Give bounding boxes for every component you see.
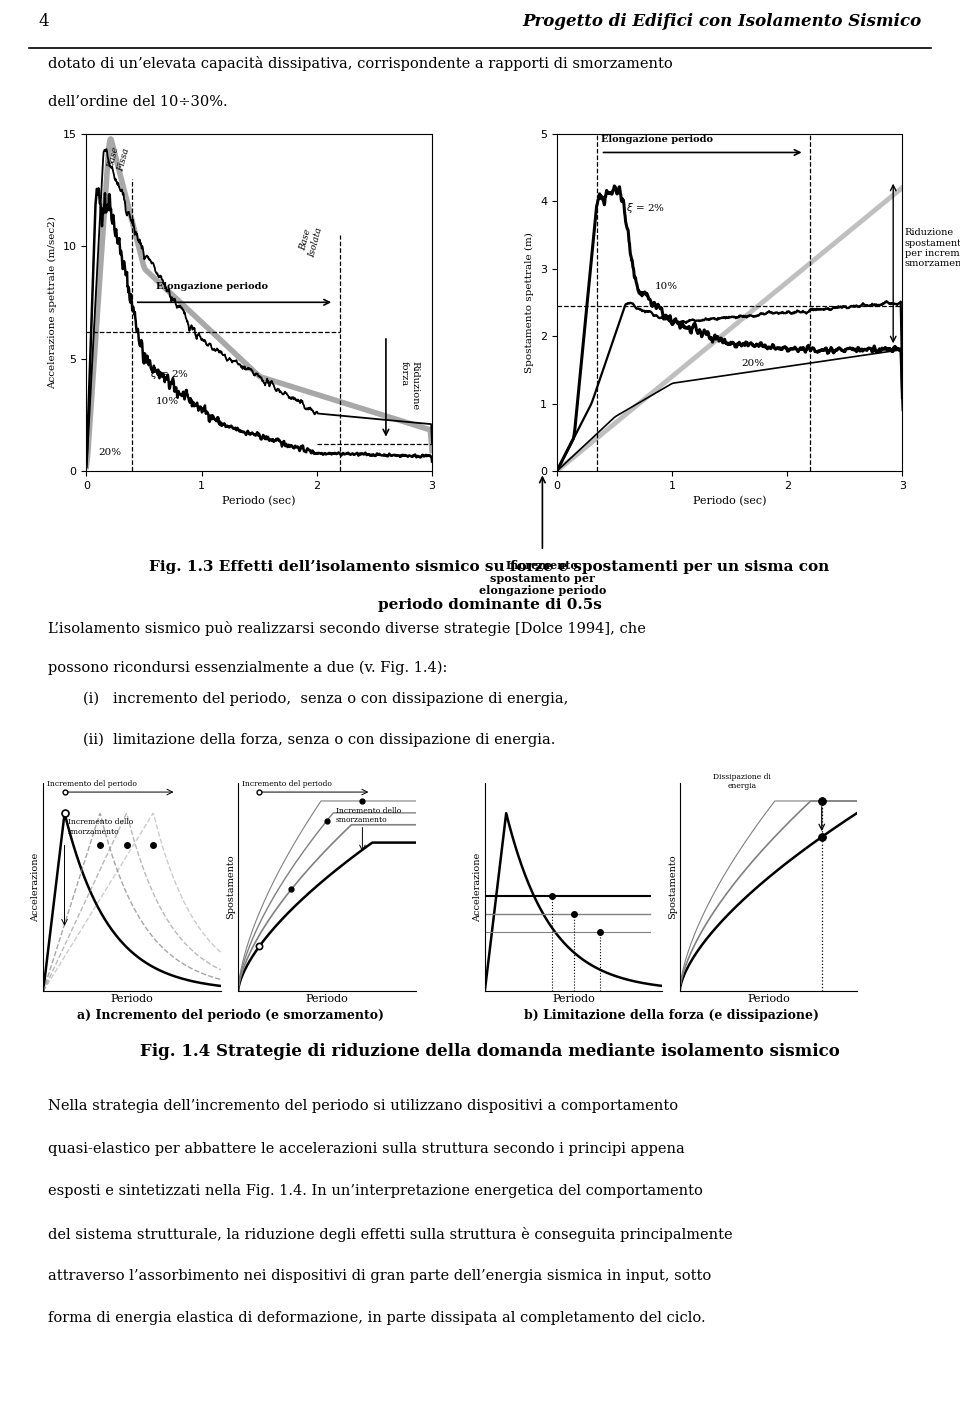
Text: esposti e sintetizzati nella Fig. 1.4. In un’interpretazione energetica del comp: esposti e sintetizzati nella Fig. 1.4. I…	[48, 1184, 703, 1198]
Text: a) Incremento del periodo (e smorzamento): a) Incremento del periodo (e smorzamento…	[77, 1008, 384, 1022]
Text: b) Limitazione della forza (e dissipazione): b) Limitazione della forza (e dissipazio…	[524, 1008, 820, 1022]
Text: Dissipazione di
energia: Dissipazione di energia	[713, 773, 771, 790]
X-axis label: Periodo: Periodo	[305, 994, 348, 1004]
Text: Elongazione periodo: Elongazione periodo	[601, 135, 712, 143]
Text: del sistema strutturale, la riduzione degli effetti sulla struttura è conseguita: del sistema strutturale, la riduzione de…	[48, 1226, 732, 1241]
Text: Base
Isolata: Base Isolata	[298, 224, 324, 259]
Text: Incremento dello
smorzamento: Incremento dello smorzamento	[336, 807, 401, 824]
Text: dell’ordine del 10÷30%.: dell’ordine del 10÷30%.	[48, 94, 228, 108]
Text: (ii)  limitazione della forza, senza o con dissipazione di energia.: (ii) limitazione della forza, senza o co…	[84, 733, 556, 747]
Text: Base
Fissa: Base Fissa	[107, 145, 132, 173]
Text: Riduzione
spostamento
per incremento
smorzamento: Riduzione spostamento per incremento smo…	[904, 228, 960, 269]
Text: Fig. 1.3 Effetti dell’isolamento sismico su forze e spostamenti per un sisma con: Fig. 1.3 Effetti dell’isolamento sismico…	[150, 560, 829, 574]
Text: 4: 4	[38, 13, 49, 30]
Y-axis label: Spostamento: Spostamento	[668, 855, 677, 920]
Text: $\xi$ = 2%: $\xi$ = 2%	[626, 201, 665, 215]
Text: Incremento del periodo: Incremento del periodo	[47, 780, 136, 789]
Text: (i)   incremento del periodo,  senza o con dissipazione di energia,: (i) incremento del periodo, senza o con …	[84, 692, 568, 706]
X-axis label: Periodo: Periodo	[552, 994, 595, 1004]
Text: attraverso l’assorbimento nei dispositivi di gran parte dell’energia sismica in : attraverso l’assorbimento nei dispositiv…	[48, 1270, 711, 1284]
Text: forma di energia elastica di deformazione, in parte dissipata al completamento d: forma di energia elastica di deformazion…	[48, 1312, 706, 1326]
Text: 20%: 20%	[98, 449, 121, 457]
Text: periodo dominante di 0.5s: periodo dominante di 0.5s	[377, 598, 602, 612]
X-axis label: Periodo: Periodo	[110, 994, 154, 1004]
X-axis label: Periodo (sec): Periodo (sec)	[693, 496, 766, 506]
Text: L’isolamento sismico può realizzarsi secondo diverse strategie [Dolce 1994], che: L’isolamento sismico può realizzarsi sec…	[48, 621, 646, 637]
X-axis label: Periodo (sec): Periodo (sec)	[223, 496, 296, 506]
Text: dotato di un’elevata capacità dissipativa, corrispondente a rapporti di smorzame: dotato di un’elevata capacità dissipativ…	[48, 56, 673, 72]
Y-axis label: Accelerazione: Accelerazione	[32, 852, 40, 922]
Y-axis label: Spostamento: Spostamento	[227, 855, 235, 920]
X-axis label: Periodo: Periodo	[747, 994, 790, 1004]
Text: Fig. 1.4 Strategie di riduzione della domanda mediante isolamento sismico: Fig. 1.4 Strategie di riduzione della do…	[140, 1043, 839, 1060]
Text: $\xi$ = 2%: $\xi$ = 2%	[150, 367, 189, 381]
Text: Riduzione
forza: Riduzione forza	[399, 361, 420, 411]
Text: Progetto di Edifici con Isolamento Sismico: Progetto di Edifici con Isolamento Sismi…	[522, 13, 922, 30]
Text: Elongazione periodo: Elongazione periodo	[156, 281, 268, 291]
Text: possono ricondursi essenzialmente a due (v. Fig. 1.4):: possono ricondursi essenzialmente a due …	[48, 659, 447, 675]
Text: 10%: 10%	[156, 396, 179, 405]
Text: 10%: 10%	[655, 281, 678, 291]
Text: Incremento del periodo: Incremento del periodo	[242, 780, 331, 789]
Text: 20%: 20%	[741, 360, 764, 368]
Y-axis label: Accelerazione spettrale (m/sec2): Accelerazione spettrale (m/sec2)	[48, 217, 58, 388]
Text: Incremento dello
smorzamento: Incremento dello smorzamento	[68, 818, 133, 835]
Text: quasi-elastico per abbattere le accelerazioni sulla struttura secondo i principi: quasi-elastico per abbattere le accelera…	[48, 1142, 684, 1156]
Y-axis label: Spostamento spettrale (m): Spostamento spettrale (m)	[525, 232, 535, 373]
Text: Incremento
spostamento per
elongazione periodo: Incremento spostamento per elongazione p…	[479, 560, 606, 596]
Text: Nella strategia dell’incremento del periodo si utilizzano dispositivi a comporta: Nella strategia dell’incremento del peri…	[48, 1099, 678, 1114]
Y-axis label: Accelerazione: Accelerazione	[473, 852, 482, 922]
